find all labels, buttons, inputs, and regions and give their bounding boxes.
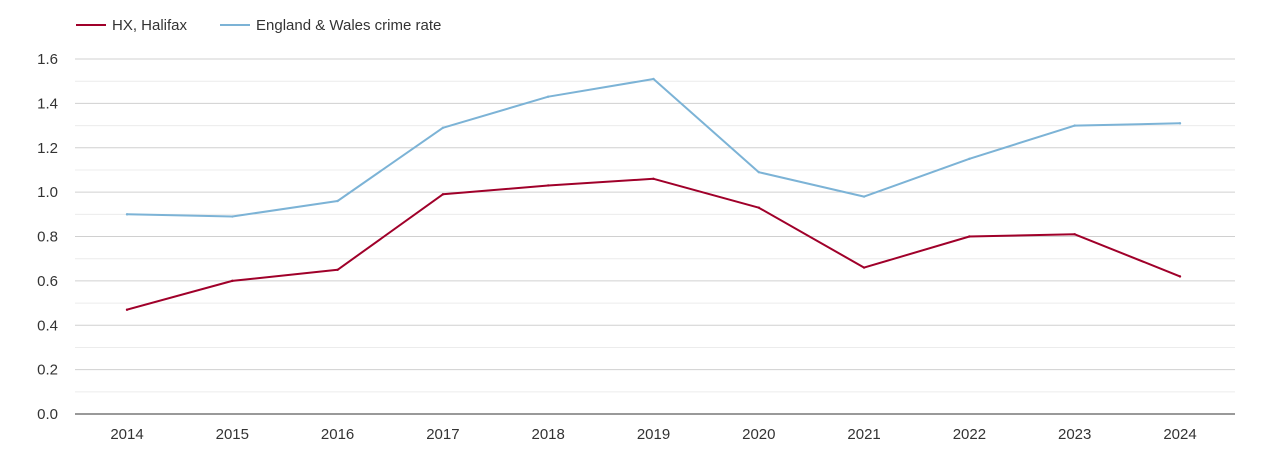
chart-legend: HX, Halifax England & Wales crime rate <box>76 17 441 34</box>
y-tick-label: 1.4 <box>37 95 58 112</box>
legend-item-hx-halifax[interactable]: HX, Halifax <box>76 17 188 34</box>
x-tick-label: 2017 <box>426 426 459 443</box>
x-tick-label: 2016 <box>321 426 354 443</box>
y-tick-label: 1.2 <box>37 140 58 157</box>
y-tick-label: 0.4 <box>37 317 58 334</box>
x-tick-label: 2022 <box>953 426 986 443</box>
data-point-england-wales-crime-rate[interactable] <box>231 215 234 218</box>
x-tick-label: 2024 <box>1163 426 1196 443</box>
series-lines <box>125 77 1182 311</box>
data-point-hx-halifax[interactable] <box>125 308 129 311</box>
x-tick-label: 2019 <box>637 426 670 443</box>
y-tick-label: 0.8 <box>37 229 58 246</box>
x-tick-label: 2023 <box>1058 426 1091 443</box>
data-point-england-wales-crime-rate[interactable] <box>862 195 866 198</box>
legend-label-england-wales: England & Wales crime rate <box>256 17 441 34</box>
data-point-england-wales-crime-rate[interactable] <box>652 77 655 81</box>
legend-label-hx-halifax: HX, Halifax <box>112 17 188 34</box>
data-point-england-wales-crime-rate[interactable] <box>968 157 971 161</box>
data-point-england-wales-crime-rate[interactable] <box>547 95 550 98</box>
y-axis: 0.0 0.2 0.4 0.6 0.8 1.0 1.2 1.4 1.6 <box>37 51 58 423</box>
data-point-england-wales-crime-rate[interactable] <box>336 199 339 203</box>
data-point-hx-halifax[interactable] <box>757 206 760 209</box>
data-point-hx-halifax[interactable] <box>968 235 971 238</box>
y-tick-label: 0.6 <box>37 273 58 290</box>
y-tick-label: 1.6 <box>37 51 58 68</box>
x-tick-label: 2020 <box>742 426 775 443</box>
data-point-england-wales-crime-rate[interactable] <box>441 126 445 129</box>
data-point-england-wales-crime-rate[interactable] <box>1178 122 1182 125</box>
data-point-hx-halifax[interactable] <box>652 177 655 181</box>
y-tick-label: 0.0 <box>37 406 58 423</box>
data-point-hx-halifax[interactable] <box>441 193 445 196</box>
data-point-hx-halifax[interactable] <box>862 266 866 269</box>
data-point-hx-halifax[interactable] <box>1178 275 1182 278</box>
legend-item-england-wales[interactable]: England & Wales crime rate <box>220 17 441 34</box>
x-tick-label: 2014 <box>110 426 143 443</box>
data-point-hx-halifax[interactable] <box>547 184 550 187</box>
x-tick-label: 2018 <box>532 426 565 443</box>
data-point-england-wales-crime-rate[interactable] <box>125 213 129 216</box>
data-point-england-wales-crime-rate[interactable] <box>1073 124 1076 127</box>
data-point-hx-halifax[interactable] <box>1073 233 1076 236</box>
series-line-hx-halifax <box>126 177 1181 311</box>
y-tick-label: 0.2 <box>37 362 58 379</box>
data-point-hx-halifax[interactable] <box>231 279 234 283</box>
data-point-hx-halifax[interactable] <box>336 268 339 271</box>
gridlines <box>75 58 1235 393</box>
y-tick-label: 1.0 <box>37 184 58 201</box>
x-axis: 2014 2015 2016 2017 2018 2019 2020 2021 2022 2023… <box>75 413 1235 443</box>
x-tick-label: 2015 <box>216 426 249 443</box>
data-point-england-wales-crime-rate[interactable] <box>757 170 760 174</box>
x-tick-label: 2021 <box>847 426 880 443</box>
